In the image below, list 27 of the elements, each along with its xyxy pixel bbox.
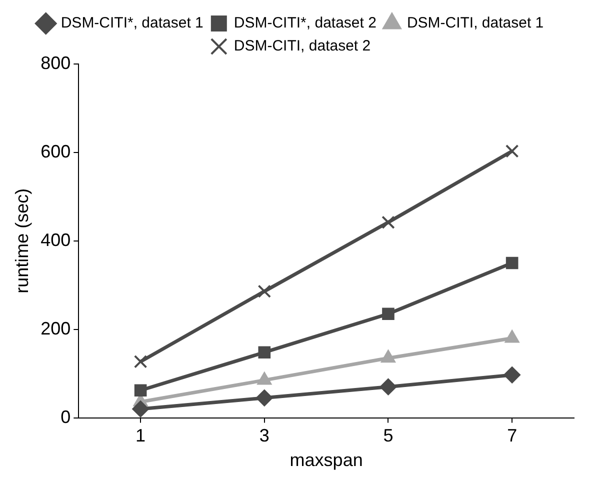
legend-label: DSM-CITI*, dataset 1 bbox=[60, 14, 204, 32]
x-axis-title: maxspan bbox=[290, 450, 363, 470]
point bbox=[382, 216, 395, 229]
point bbox=[504, 366, 521, 384]
y-tick-label: 400 bbox=[40, 230, 71, 250]
x-tick-label: 3 bbox=[259, 426, 270, 446]
point bbox=[132, 400, 150, 418]
point bbox=[134, 354, 148, 368]
point bbox=[258, 346, 271, 359]
legend-label: DSM-CITI*, dataset 2 bbox=[234, 14, 376, 32]
y-tick-label: 200 bbox=[40, 318, 71, 338]
point bbox=[134, 384, 147, 397]
x-tick-label: 7 bbox=[507, 426, 518, 446]
point bbox=[506, 256, 518, 270]
legend-label: DSM-CITI, dataset 2 bbox=[234, 38, 371, 55]
y-tick-label: 800 bbox=[40, 52, 71, 73]
y-tick-label: 0 bbox=[60, 406, 71, 427]
y-tick-label: 600 bbox=[40, 141, 71, 162]
legend-label: DSM-CITI, dataset 1 bbox=[406, 14, 544, 32]
x-tick-label: 1 bbox=[136, 426, 146, 446]
point bbox=[505, 144, 519, 158]
point bbox=[382, 308, 394, 320]
y-axis-title: runtime (sec) bbox=[12, 188, 32, 294]
point bbox=[258, 284, 272, 298]
x-tick-label: 5 bbox=[383, 426, 394, 446]
point bbox=[256, 389, 273, 406]
point bbox=[380, 378, 397, 396]
